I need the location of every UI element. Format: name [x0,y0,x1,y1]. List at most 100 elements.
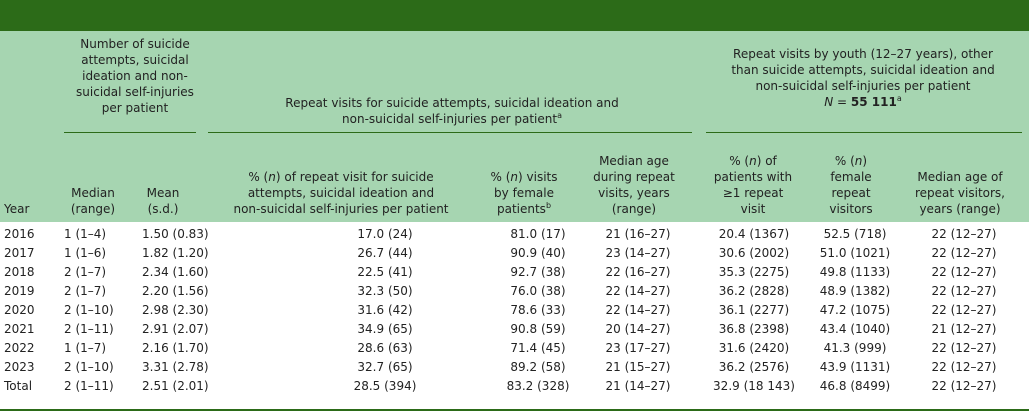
group1-line: ideation and non- [82,69,188,83]
data-table: 2016 1 (1–4) 1.50 (0.83) 17.0 (24) 81.0 (17)… [0,224,1028,396]
cell-mean: 1.82 (1.20) [142,245,209,260]
cell-median: 1 (1–6) [64,245,107,260]
cell-year: 2018 [4,264,35,279]
cell-mean: 2.34 (1.60) [142,264,209,279]
n-italic: n [749,154,757,168]
cell-youth-repeat: 31.6 (2420) [718,341,790,356]
cell-youth-repeat: 36.2 (2576) [718,360,790,375]
col-line: visitors [829,202,873,216]
cell-youth-female: 51.0 (1021) [819,245,891,260]
col-text: % ( [490,170,511,184]
col-median: Median (range) [60,185,126,217]
cell-youth-female: 43.9 (1131) [819,360,891,375]
cell-median: 1 (1–7) [64,341,107,356]
col-youth-age: Median age of repeat visitors, years (ra… [896,169,1024,217]
cell-female-visits: 81.0 (17) [510,226,566,241]
col-line: patients with [713,170,793,184]
cell-youth-female: 46.8 (8499) [819,379,891,394]
table-row: Total 2 (1–11) 2.51 (2.01) 28.5 (394) 83.2 (… [0,377,1028,396]
cell-mean: 2.98 (2.30) [142,302,209,317]
cell-youth-female: 49.8 (1133) [819,264,891,279]
cell-median: 2 (1–7) [64,283,107,298]
n-label: N [824,95,834,109]
cell-female-visits: 71.4 (45) [510,341,566,356]
table-body: 2016 1 (1–4) 1.50 (0.83) 17.0 (24) 81.0 (17)… [0,224,1028,396]
group3-line: non-suicidal self-injuries per patient [755,79,971,93]
group2-line: non-suicidal self-injuries per patienta [210,111,694,127]
col-text: % ( [248,170,269,184]
cell-youth-female: 48.9 (1382) [819,283,891,298]
cell-repeat-visits: 32.7 (65) [357,360,413,375]
cell-mean: 2.51 (2.01) [142,379,209,394]
col-text: % ( [729,154,750,168]
cell-repeat-visits: 22.5 (41) [357,264,413,279]
col-line: during repeat [593,170,675,184]
footnote-mark: a [896,94,902,103]
cell-mean: 2.20 (1.56) [142,283,209,298]
cell-youth-age: 22 (12–27) [931,341,997,356]
cell-youth-repeat: 36.2 (2828) [718,283,790,298]
col-line: visit [740,202,766,216]
cell-female-visits: 83.2 (328) [506,379,570,394]
cell-youth-age: 22 (12–27) [931,302,997,317]
title-bar [0,0,1029,31]
col-line: non-suicidal self-injuries per patient [233,202,449,216]
table-row: 2022 1 (1–7) 2.16 (1.70) 28.6 (63) 71.4 (45)… [0,339,1028,358]
table-row: 2020 2 (1–10) 2.98 (2.30) 31.6 (42) 78.6 (33… [0,300,1028,319]
col-line: (range) [70,202,116,216]
table-header: Number of suicide attempts, suicidal ide… [0,31,1029,222]
cell-youth-female: 52.5 (718) [823,226,887,241]
cell-repeat-visits: 34.9 (65) [357,322,413,337]
col-line: ≥1 repeat [722,186,784,200]
cell-median: 2 (1–7) [64,264,107,279]
group1-header: Number of suicide attempts, suicidal ide… [60,36,210,116]
cell-median-age: 21 (15–27) [605,360,671,375]
footnote-mark: a [557,111,562,120]
col-youth-repeat: % (n) of patients with ≥1 repeat visit [700,153,806,217]
col-line: years (range) [919,202,1001,216]
cell-youth-repeat: 36.8 (2398) [718,322,790,337]
cell-youth-female: 43.4 (1040) [819,322,891,337]
n-italic: n [510,170,519,184]
cell-youth-age: 22 (12–27) [931,283,997,298]
col-female-visits: % (n) visits by female patientsb [472,169,576,217]
col-line: repeat [831,186,871,200]
col-line: % (n) visits [472,169,576,185]
n-italic: n [854,154,863,168]
col-line: Median [71,186,115,200]
cell-median-age: 23 (17–27) [605,341,671,356]
cell-youth-age: 21 (12–27) [931,322,997,337]
cell-year: 2017 [4,245,35,260]
cell-year: 2022 [4,341,35,356]
cell-median: 1 (1–4) [64,226,107,241]
cell-year: 2016 [4,226,35,241]
col-line: Median age of [917,170,1003,184]
sample-size: N = 55 111a [700,94,1026,110]
cell-year: Total [4,379,33,394]
col-line: female [830,170,872,184]
group3-line: Repeat visits by youth (12–27 years), ot… [733,47,993,61]
col-line: visits, years [598,186,670,200]
group1-line: per patient [101,101,169,115]
col-median-age: Median age during repeat visits, years (… [576,153,692,217]
n-value: 55 111 [850,95,897,109]
col-line: (s.d.) [147,202,179,216]
cell-youth-repeat: 36.1 (2277) [718,302,790,317]
cell-youth-repeat: 35.3 (2275) [718,264,790,279]
col-year: Year [4,201,60,217]
cell-mean: 1.50 (0.83) [142,226,209,241]
group2-underline [208,132,692,133]
col-year-label: Year [4,202,30,216]
cell-youth-age: 22 (12–27) [931,264,997,279]
table-row: 2018 2 (1–7) 2.34 (1.60) 22.5 (41) 92.7 (38)… [0,262,1028,281]
group2-text: non-suicidal self-injuries per patient [342,112,558,126]
cell-repeat-visits: 31.6 (42) [357,302,413,317]
cell-mean: 2.91 (2.07) [142,322,209,337]
col-mean: Mean (s.d.) [132,185,194,217]
group1-line: attempts, suicidal [81,53,189,67]
col-youth-female: % (n) female repeat visitors [806,153,896,217]
cell-female-visits: 90.9 (40) [510,245,566,260]
col-line: % (n) [806,153,896,169]
cell-median-age: 21 (14–27) [605,379,671,394]
cell-median: 2 (1–10) [64,360,114,375]
